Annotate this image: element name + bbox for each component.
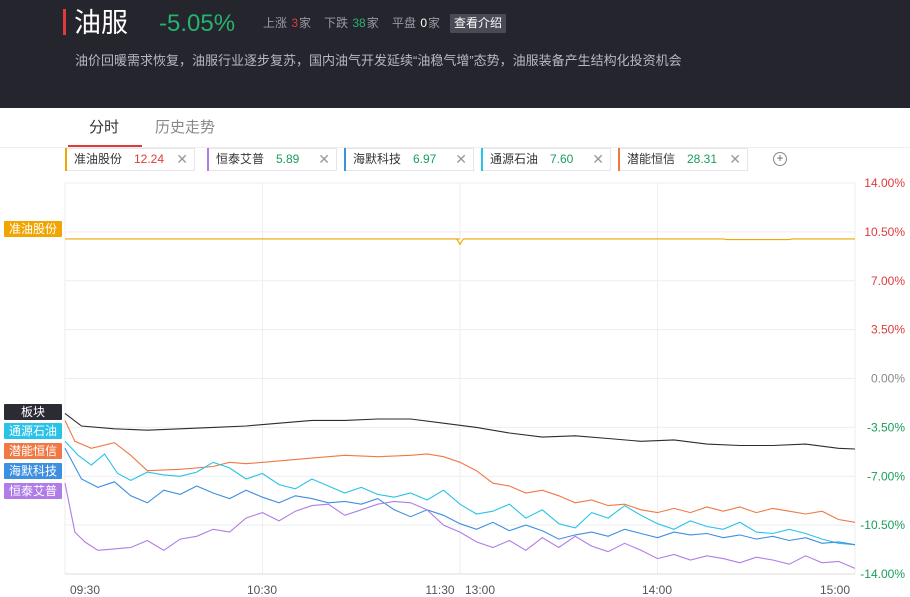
up-count-stat: 上涨 3家	[263, 15, 311, 31]
x-tick-label: 11:30	[425, 583, 454, 597]
legend-tag-bg	[4, 221, 62, 237]
stock-chip[interactable]: 恒泰艾普 5.89 ✕	[207, 148, 337, 171]
legend-tag-bg	[4, 423, 62, 439]
legend-tag-bg	[4, 483, 62, 499]
stock-name: 海默科技	[353, 152, 402, 166]
series-line-海默科技	[64, 448, 856, 546]
up-label: 上涨	[263, 16, 288, 30]
x-tick-label: 09:30	[70, 583, 100, 597]
y-tick-label: -7.00%	[867, 469, 905, 483]
close-icon[interactable]: ✕	[729, 151, 741, 167]
down-count-stat: 下跌 38家	[324, 15, 379, 31]
chip-accent	[481, 148, 483, 171]
chip-accent	[344, 148, 346, 171]
y-tick-label: 3.50%	[871, 323, 905, 337]
down-unit: 家	[366, 16, 379, 30]
y-tick-label: 7.00%	[871, 274, 905, 288]
tabs-divider	[0, 147, 910, 148]
y-tick-label: 14.00%	[864, 176, 905, 190]
up-unit: 家	[299, 16, 312, 30]
sector-change: -5.05%	[159, 10, 236, 37]
chart-tabs: 分时 历史走势	[0, 108, 910, 148]
down-count: 38	[352, 16, 366, 30]
legend-tag-label: 潜能恒信	[9, 444, 57, 458]
x-tick-label: 13:00	[465, 583, 495, 597]
tab-history[interactable]: 历史走势	[155, 119, 216, 136]
legend-tag-bg	[4, 404, 62, 420]
active-tab-underline	[68, 145, 142, 147]
flat-count: 0	[420, 16, 428, 30]
legend-tag-label: 海默科技	[9, 463, 57, 478]
close-icon[interactable]: ✕	[592, 151, 604, 167]
flat-unit: 家	[428, 16, 441, 30]
legend-tag-bg	[4, 443, 62, 459]
flat-count-stat: 平盘 0家	[392, 15, 440, 31]
header-panel: 油服 -5.05% 上涨 3家 下跌 38家 平盘 0家 查看介绍 油价回暖需求…	[0, 0, 910, 108]
close-icon[interactable]: ✕	[318, 151, 330, 167]
legend-tag-label: 恒泰艾普	[9, 484, 57, 498]
up-count: 3	[291, 16, 299, 30]
stock-chip-bar: 准油股份 12.24 ✕ 恒泰艾普 5.89 ✕ 海默科技 6.97 ✕ 通源石…	[0, 148, 910, 174]
stock-name: 潜能恒信	[627, 152, 676, 166]
plus-circle-icon[interactable]: +	[773, 152, 787, 166]
series-line-板块	[64, 412, 856, 450]
legend-tag-label: 板块	[21, 405, 45, 419]
stock-price: 28.31	[687, 152, 718, 166]
stock-price: 12.24	[134, 152, 165, 166]
legend-tag-label: 准油股份	[9, 222, 57, 236]
y-tick-label: 0.00%	[871, 372, 905, 386]
stock-chip[interactable]: 海默科技 6.97 ✕	[344, 148, 474, 171]
sector-description: 油价回暖需求恢复，油服行业逐步复苏，国内油气开发延续“油稳气增”态势，油服装备产…	[75, 53, 682, 68]
y-tick-label: 10.50%	[864, 225, 905, 239]
title-accent-bar	[63, 9, 66, 35]
stock-price: 6.97	[413, 152, 437, 166]
y-tick-label: -3.50%	[867, 420, 905, 434]
tab-intraday[interactable]: 分时	[89, 119, 120, 136]
legend-tag-bg	[4, 463, 62, 479]
stock-chip[interactable]: 准油股份 12.24 ✕	[65, 148, 195, 171]
view-intro-button[interactable]: 查看介绍	[450, 14, 506, 33]
y-tick-label: -10.50%	[860, 518, 905, 532]
close-icon[interactable]: ✕	[176, 151, 188, 167]
intraday-chart[interactable]: 14.00% 10.50% 7.00% 3.50% 0.00% -3.50% -7.00% -…	[0, 174, 910, 597]
chip-accent	[65, 148, 67, 171]
x-tick-label: 15:00	[820, 583, 850, 597]
series-line-准油股份	[65, 238, 855, 246]
stock-price: 5.89	[276, 152, 300, 166]
legend-tag-label: 通源石油	[9, 424, 57, 438]
down-label: 下跌	[324, 16, 349, 30]
series-line-恒泰艾普	[64, 483, 856, 569]
series-line-潜能恒信	[64, 420, 856, 523]
close-icon[interactable]: ✕	[455, 151, 467, 167]
x-tick-label: 10:30	[247, 583, 277, 597]
series-line-通源石油	[64, 440, 856, 546]
stock-name: 准油股份	[74, 152, 123, 166]
flat-label: 平盘	[392, 16, 417, 30]
chip-accent	[207, 148, 209, 171]
stock-name: 通源石油	[490, 152, 539, 166]
stock-price: 7.60	[550, 152, 574, 166]
stock-chip[interactable]: 潜能恒信 28.31 ✕	[618, 148, 748, 171]
y-tick-label: -14.00%	[860, 567, 905, 581]
stock-chip[interactable]: 通源石油 7.60 ✕	[481, 148, 611, 171]
x-tick-label: 14:00	[642, 583, 672, 597]
chip-accent	[618, 148, 620, 171]
stock-name: 恒泰艾普	[216, 152, 265, 166]
sector-title: 油服	[74, 8, 128, 38]
